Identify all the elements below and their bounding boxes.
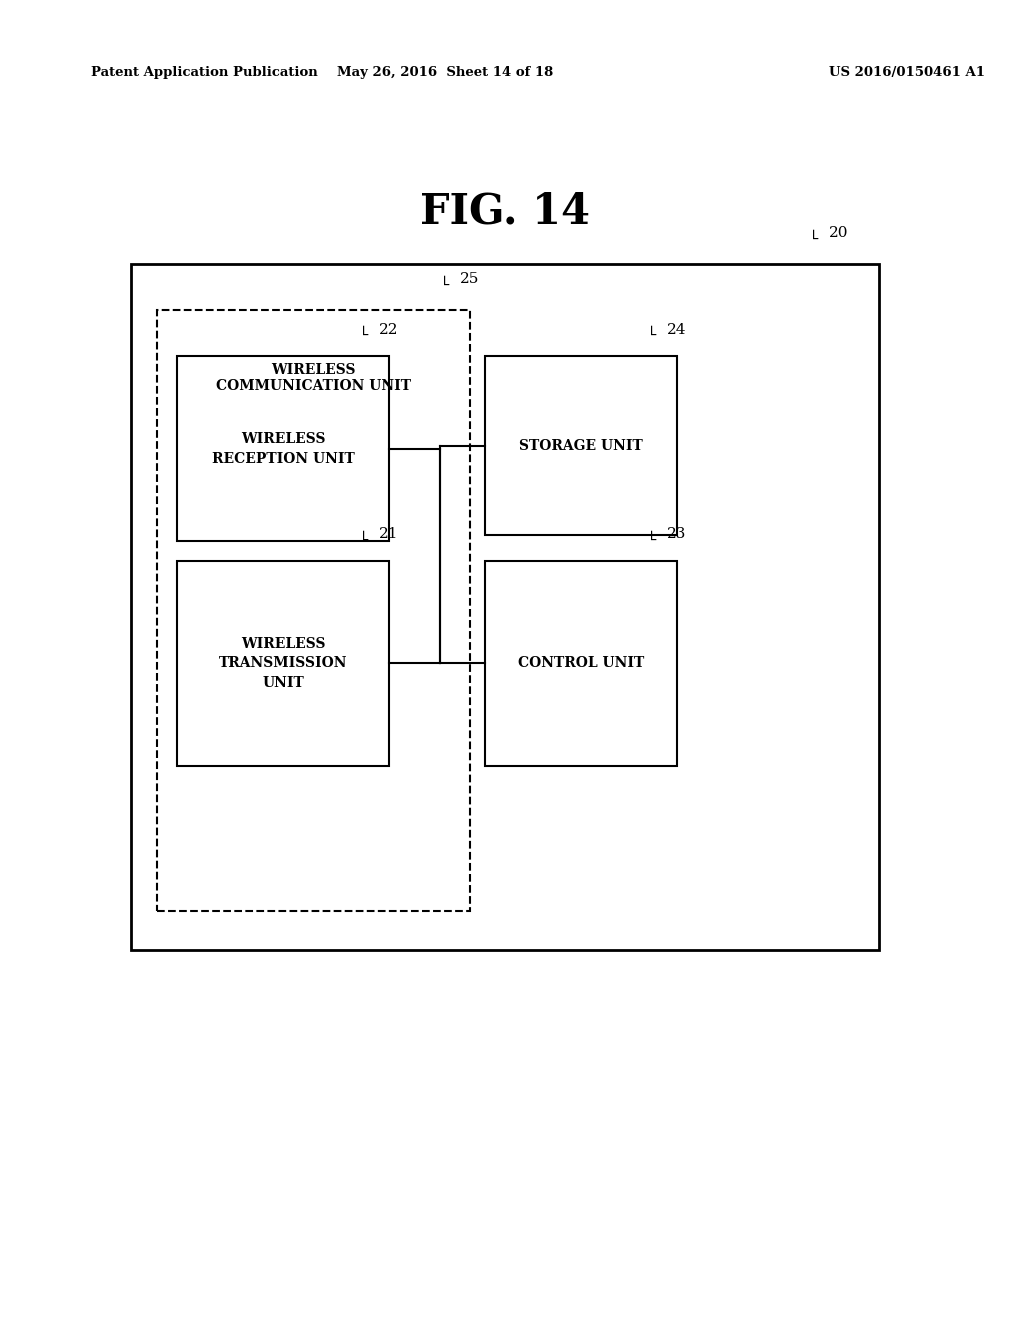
Text: 20: 20	[828, 226, 849, 240]
Text: WIRELESS
TRANSMISSION
UNIT: WIRELESS TRANSMISSION UNIT	[219, 636, 347, 690]
Bar	[157, 310, 470, 911]
Text: └: └	[439, 279, 449, 293]
Bar	[131, 264, 880, 950]
Bar	[177, 356, 389, 541]
Text: 25: 25	[460, 272, 479, 286]
Text: CONTROL UNIT: CONTROL UNIT	[518, 656, 644, 671]
Text: └: └	[358, 533, 368, 548]
Text: FIG. 14: FIG. 14	[421, 190, 591, 232]
Text: STORAGE UNIT: STORAGE UNIT	[519, 438, 643, 453]
Text: └: └	[809, 232, 818, 247]
Text: May 26, 2016  Sheet 14 of 18: May 26, 2016 Sheet 14 of 18	[337, 66, 553, 79]
Text: Patent Application Publication: Patent Application Publication	[91, 66, 317, 79]
Text: └: └	[647, 533, 656, 548]
Text: 22: 22	[379, 322, 398, 337]
Bar	[177, 561, 389, 766]
Text: 23: 23	[668, 527, 686, 541]
Text: 21: 21	[379, 527, 398, 541]
Text: WIRELESS
RECEPTION UNIT: WIRELESS RECEPTION UNIT	[212, 432, 354, 466]
Text: └: └	[647, 329, 656, 343]
Text: 24: 24	[668, 322, 687, 337]
Text: US 2016/0150461 A1: US 2016/0150461 A1	[828, 66, 985, 79]
Bar	[485, 561, 677, 766]
Bar	[485, 356, 677, 535]
Text: └: └	[358, 329, 368, 343]
Text: WIRELESS
COMMUNICATION UNIT: WIRELESS COMMUNICATION UNIT	[216, 363, 411, 393]
